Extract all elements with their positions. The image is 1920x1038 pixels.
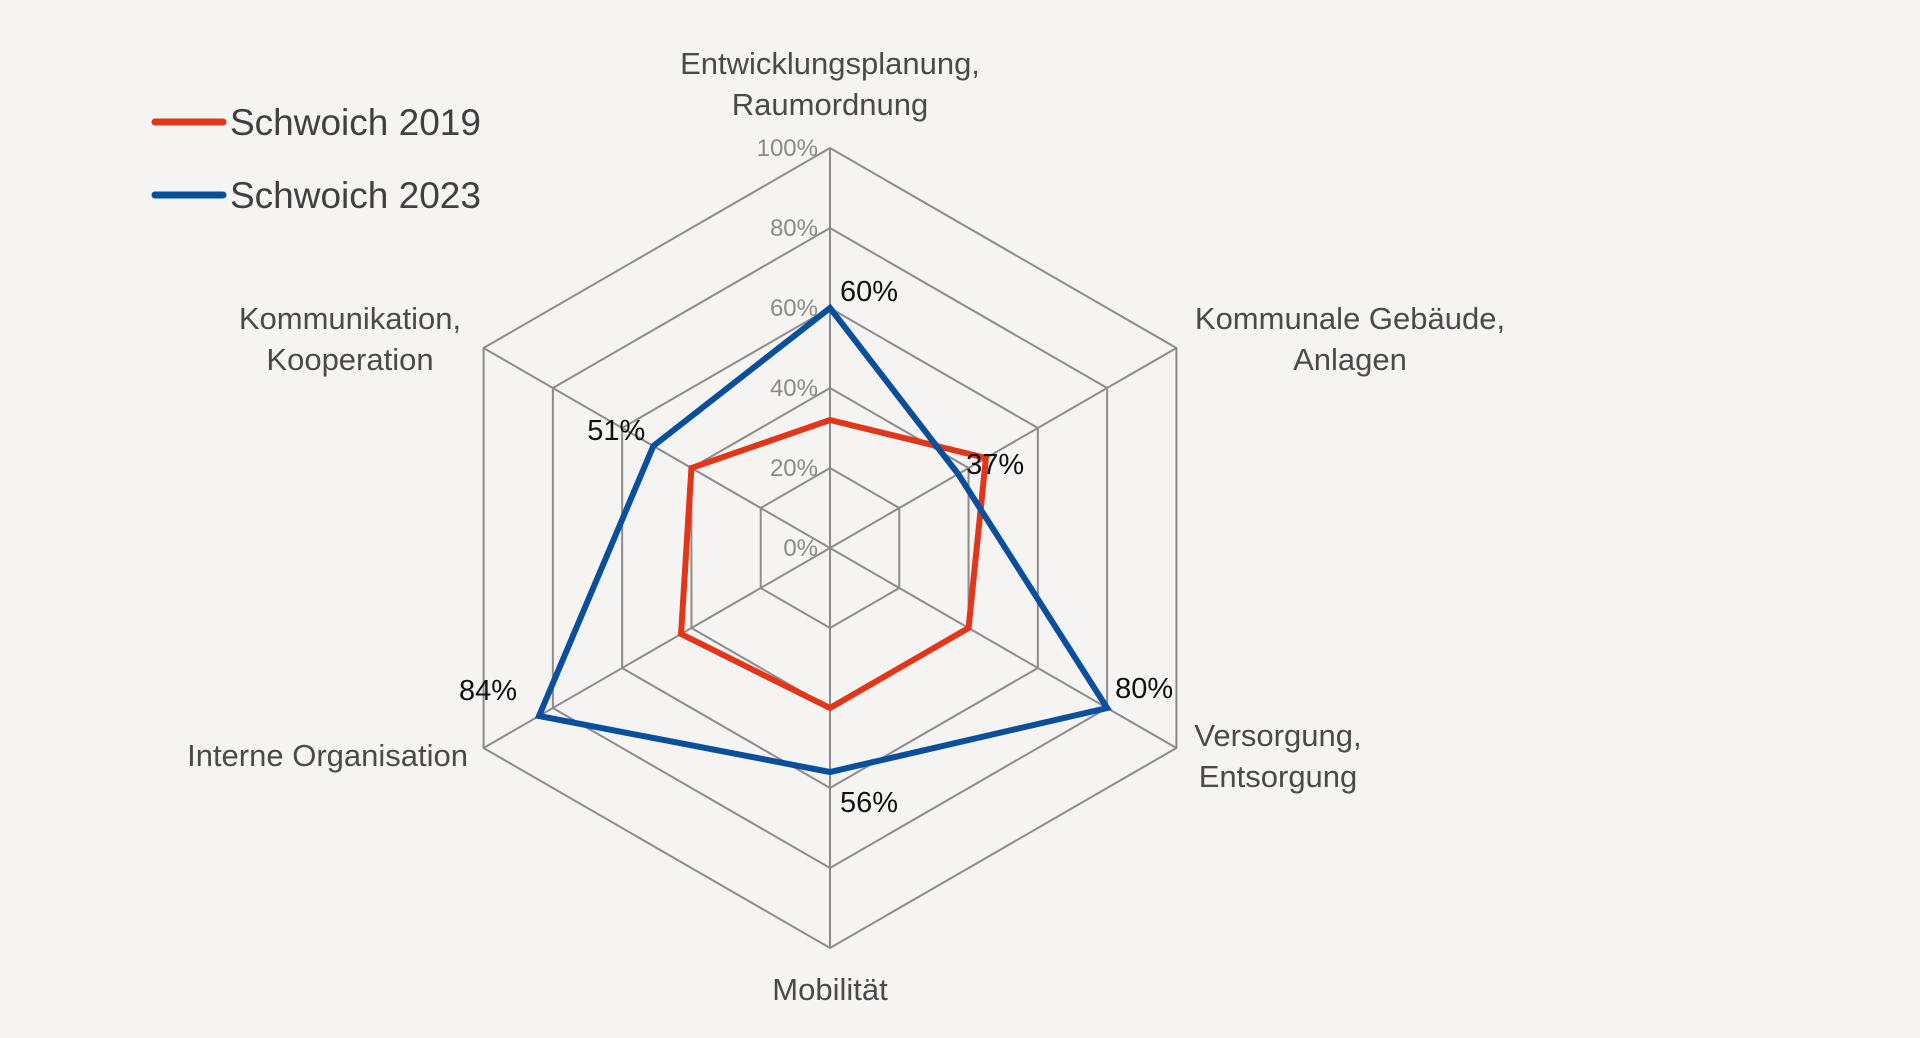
category-label: Mobilität bbox=[772, 972, 888, 1007]
category-label: Kommunale Gebäude, Anlagen bbox=[1195, 301, 1505, 377]
series-line-0 bbox=[677, 416, 990, 712]
category-label: Versorgung, Entsorgung bbox=[1194, 718, 1361, 794]
data-labels: 60% 37% 80% 56% 84% 51% bbox=[459, 276, 1173, 819]
tick-label: 20% bbox=[770, 455, 818, 482]
legend: Schwoich 2019 Schwoich 2023 bbox=[151, 102, 481, 216]
category-label-line: Versorgung, bbox=[1194, 718, 1361, 753]
data-label: 56% bbox=[840, 787, 898, 819]
tick-label: 80% bbox=[770, 215, 818, 242]
legend-label: Schwoich 2023 bbox=[230, 175, 481, 216]
tick-label: 60% bbox=[770, 295, 818, 322]
series-lines bbox=[534, 303, 1112, 776]
radar-grid bbox=[482, 146, 1178, 950]
category-label-line: Mobilität bbox=[772, 972, 888, 1007]
legend-label: Schwoich 2019 bbox=[230, 102, 481, 143]
category-label: Interne Organisation bbox=[187, 738, 468, 773]
axis-spoke bbox=[829, 347, 1177, 549]
category-label: Entwicklungsplanung, Raumordnung bbox=[680, 46, 980, 122]
category-label-line: Kommunikation, bbox=[239, 301, 461, 336]
category-label-line: Anlagen bbox=[1293, 342, 1407, 377]
axis-spoke bbox=[829, 547, 1177, 749]
tick-label: 100% bbox=[757, 135, 818, 162]
tick-label: 40% bbox=[770, 375, 818, 402]
category-label-line: Kooperation bbox=[266, 342, 433, 377]
data-label: 37% bbox=[966, 449, 1024, 481]
series-line-1 bbox=[534, 303, 1112, 776]
data-label: 60% bbox=[840, 276, 898, 308]
data-label: 80% bbox=[1115, 673, 1173, 705]
category-label-line: Entsorgung bbox=[1199, 759, 1358, 794]
data-label: 51% bbox=[587, 415, 645, 447]
data-label: 84% bbox=[459, 675, 517, 707]
category-label-line: Kommunale Gebäude, bbox=[1195, 301, 1505, 336]
tick-label: 0% bbox=[783, 535, 818, 562]
radial-tick-labels: 0% 20% 40% 60% 80% 100% bbox=[757, 135, 818, 562]
category-label-line: Interne Organisation bbox=[187, 738, 468, 773]
axis-spoke bbox=[483, 347, 831, 549]
category-label-line: Raumordnung bbox=[732, 87, 928, 122]
category-labels: Entwicklungsplanung, Raumordnung Kommunale… bbox=[187, 46, 1505, 1007]
category-label: Kommunikation, Kooperation bbox=[239, 301, 461, 377]
category-label-line: Entwicklungsplanung, bbox=[680, 46, 980, 81]
